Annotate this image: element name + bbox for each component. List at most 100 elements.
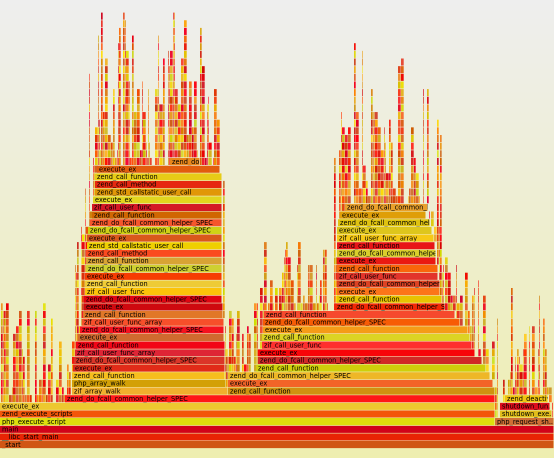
frame[interactable]: shutdown_exe...	[500, 410, 554, 418]
sample-cell	[132, 127, 134, 135]
frame[interactable]: zend_call_function	[86, 257, 222, 265]
frame[interactable]: php_array_walk	[72, 380, 226, 388]
frame[interactable]: zend_call_function	[95, 173, 222, 181]
frame[interactable]: zif_call_user_func_array	[337, 234, 434, 242]
frame[interactable]: zend_do_fcall_common_helper_SPEC	[345, 204, 468, 212]
sample-cell	[168, 112, 169, 120]
sample-cell	[453, 303, 456, 311]
frame[interactable]: zend_std_callstatic_user_call	[87, 242, 222, 250]
frame[interactable]: zend_call_function	[83, 311, 223, 319]
sample-cell	[401, 196, 404, 204]
frame-label: zend_do_fcall_common_helper_SPEC	[92, 219, 213, 227]
sample-cell	[39, 379, 42, 387]
frame[interactable]: execute_ex	[337, 288, 440, 296]
frame[interactable]: execute_ex	[97, 165, 220, 173]
frame[interactable]: execute_ex	[337, 257, 436, 265]
frame[interactable]: zend_do_fcall_common_helper_SPEC	[337, 250, 460, 258]
frame[interactable]: zend_call_function	[264, 311, 455, 319]
sample-cell	[103, 135, 105, 143]
sample-cell	[3, 326, 4, 334]
sample-cell	[232, 364, 234, 372]
frame[interactable]: zend_do_fcall_common_helper_SPEC	[74, 357, 225, 365]
frame[interactable]: zend_do_fcall_common_helper_SPEC	[337, 280, 460, 288]
sample-cell	[202, 135, 205, 143]
frame[interactable]: zend_call_function	[72, 372, 225, 380]
frame[interactable]: php_request_sh...	[495, 418, 554, 426]
frame[interactable]: execute_ex	[340, 211, 426, 219]
frame[interactable]: zend_execute_scripts	[0, 410, 495, 418]
sample-cell	[77, 303, 79, 311]
frame[interactable]: zend_call_function	[337, 242, 435, 250]
sample-cell	[323, 295, 325, 303]
frame[interactable]: execute_ex	[258, 349, 475, 357]
frame[interactable]: zend_do_fcall_common_helper_SPEC	[228, 372, 490, 380]
frame[interactable]: zend_call_method	[95, 181, 222, 189]
sample-cell	[113, 96, 115, 104]
frame[interactable]: zend_do_fcall_common_helper_SPEC	[263, 318, 460, 326]
sample-cell	[339, 196, 341, 204]
sample-cell	[386, 188, 389, 196]
frame-box	[87, 234, 222, 242]
frame[interactable]: execute_ex	[337, 227, 432, 235]
frame[interactable]: zend_call_function	[262, 334, 470, 342]
frame[interactable]: execute_ex	[78, 334, 224, 342]
frame[interactable]: zif_array_walk	[72, 387, 228, 395]
sample-cell	[81, 257, 82, 265]
sample-cell	[411, 173, 414, 181]
frame[interactable]: zend_call_function	[76, 341, 225, 349]
sample-cell	[389, 135, 391, 143]
frame[interactable]: zend_do_fcall_common_helper_SPEC	[90, 219, 222, 227]
frame[interactable]: zend_deactiv...	[505, 395, 554, 403]
sample-cell	[119, 112, 121, 120]
frame[interactable]: zend_call_method	[86, 250, 222, 258]
frame[interactable]: _start	[0, 441, 554, 449]
frame[interactable]: execute_ex	[85, 273, 222, 281]
frame[interactable]: execute_ex	[228, 380, 493, 388]
frame[interactable]: zif_call_user_func_array	[75, 349, 225, 357]
frame[interactable]: zend_call_function	[228, 387, 495, 395]
sample-cell	[341, 188, 342, 196]
frame[interactable]: execute_ex	[87, 234, 222, 242]
frame[interactable]: zif_call_user_func	[92, 204, 222, 212]
frame[interactable]: zend_do_fcall_common_helper_SPEC	[88, 227, 222, 235]
frame[interactable]: zend_do_fcall_common_helper_SPEC	[80, 326, 224, 334]
sample-cell	[543, 341, 545, 349]
frame[interactable]: zend_call_function	[256, 364, 486, 372]
frame[interactable]: execute_ex	[93, 196, 222, 204]
sample-cell	[474, 341, 475, 349]
frame[interactable]: zend_call_function	[92, 211, 222, 219]
frame[interactable]: main	[0, 426, 554, 434]
frame[interactable]: zend_call_function	[337, 295, 442, 303]
sample-cell	[129, 112, 130, 120]
frame[interactable]: zif_call_user_func_array	[82, 318, 224, 326]
sample-cell	[105, 66, 108, 74]
frame[interactable]: zif_call_user_func	[262, 341, 472, 349]
frame[interactable]: zend_call_function	[85, 280, 222, 288]
frame[interactable]: zif_call_user_func	[337, 273, 438, 281]
sample-cell	[101, 66, 103, 74]
frame[interactable]: __libc_start_main	[0, 433, 554, 441]
frame[interactable]: zend_do_fcall_common_helper_SPEC	[84, 295, 222, 303]
sample-cell	[474, 303, 475, 311]
frame-label: zif_call_user_func_array	[339, 234, 417, 242]
frame[interactable]: zend_do_fcall_common_helper_SPEC	[86, 265, 222, 273]
frame[interactable]: zend_std_callstatic_user_call	[95, 188, 222, 196]
frame[interactable]: execute_ex	[84, 303, 223, 311]
sample-cell	[85, 265, 86, 273]
frame[interactable]: zend_do_fcall_common_helper_SPEC	[338, 219, 461, 227]
frame[interactable]: execute_ex	[0, 403, 495, 411]
sample-cell	[105, 73, 108, 81]
frame[interactable]: execute_ex	[73, 364, 225, 372]
frame[interactable]: zend_do_fcall_common_helper_SPEC	[258, 357, 482, 365]
frame[interactable]: zend_do...	[170, 158, 206, 166]
frame[interactable]: php_execute_script	[0, 418, 495, 426]
sample-cell	[529, 349, 530, 357]
frame[interactable]: zif_call_user_func	[85, 288, 222, 296]
sample-cell	[374, 188, 375, 196]
frame[interactable]: shutdown_fun...	[500, 403, 554, 411]
sample-cell	[334, 242, 336, 250]
frame[interactable]: zend_call_function	[337, 265, 438, 273]
frame[interactable]: zend_do_fcall_common_helper_SPEC	[335, 303, 458, 311]
frame[interactable]: execute_ex	[263, 326, 468, 334]
frame[interactable]: zend_do_fcall_common_helper_SPEC	[65, 395, 495, 403]
